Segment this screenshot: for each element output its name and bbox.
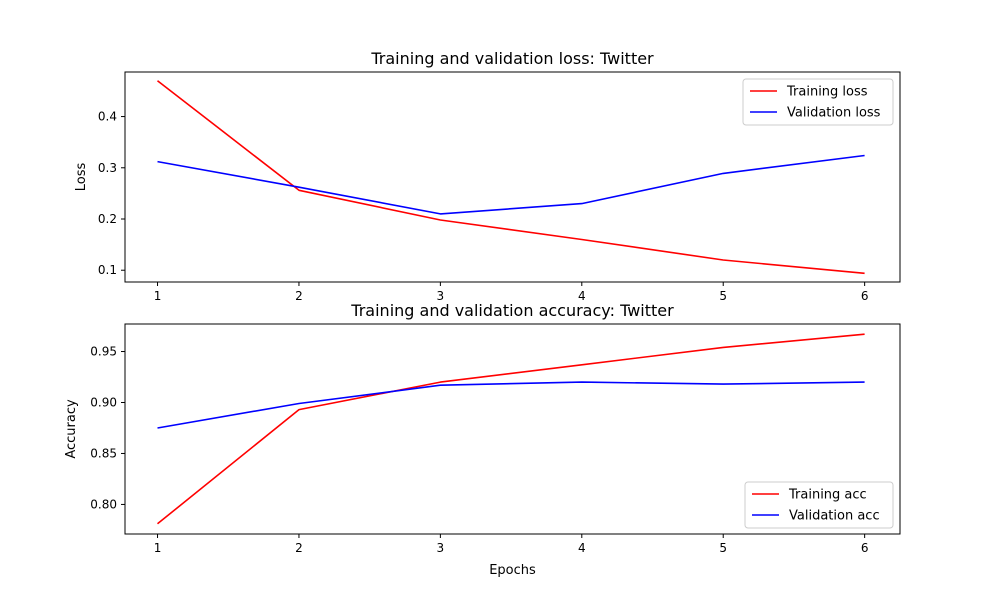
y-tick-label: 0.95 xyxy=(90,345,117,359)
x-tick-label: 6 xyxy=(861,541,869,555)
x-tick-label: 4 xyxy=(578,289,586,303)
loss-series-training-loss xyxy=(157,80,865,275)
accuracy-plot-lines xyxy=(156,333,865,525)
x-tick-label: 1 xyxy=(154,289,162,303)
y-tick-label: 0.4 xyxy=(98,110,117,124)
legend-box xyxy=(742,78,894,126)
accuracy-subplot: Training and validation accuracy: Twitte… xyxy=(64,301,901,578)
loss-subplot: Training and validation loss: Twitter Lo… xyxy=(74,49,901,303)
legend-label: Validation acc xyxy=(789,509,880,524)
loss-plot-lines xyxy=(157,80,865,275)
x-tick-label: 2 xyxy=(295,289,303,303)
accuracy-ticks: 1 2 3 4 5 6 0.80 0.85 0.90 0.95 xyxy=(90,345,868,555)
loss-y-axis-label: Loss xyxy=(74,163,89,192)
y-tick-label: 0.2 xyxy=(98,212,117,226)
x-tick-label: 4 xyxy=(578,541,586,555)
x-tick-label: 5 xyxy=(719,541,727,555)
loss-plot-frame xyxy=(124,71,901,283)
legend-label: Validation loss xyxy=(787,106,881,121)
y-tick-label: 0.85 xyxy=(90,446,117,460)
y-tick-label: 0.1 xyxy=(98,263,117,277)
x-tick-label: 5 xyxy=(719,289,727,303)
legend-label: Training loss xyxy=(786,85,868,100)
y-tick-label: 0.3 xyxy=(98,161,117,175)
accuracy-series-validation-acc xyxy=(157,381,865,429)
accuracy-chart-title: Training and validation accuracy: Twitte… xyxy=(350,301,674,320)
accuracy-series-training-acc xyxy=(156,333,865,525)
y-tick-label: 0.90 xyxy=(90,395,117,409)
accuracy-plot-frame xyxy=(124,323,901,535)
accuracy-y-axis-label: Accuracy xyxy=(64,399,79,459)
legend-box xyxy=(744,481,894,529)
x-tick-label: 2 xyxy=(295,541,303,555)
x-tick-label: 6 xyxy=(861,289,869,303)
loss-series-validation-loss xyxy=(157,154,865,215)
x-tick-label: 1 xyxy=(154,541,162,555)
accuracy-legend: Training acc Validation acc xyxy=(744,481,894,529)
x-tick-label: 3 xyxy=(437,289,445,303)
x-tick-label: 3 xyxy=(437,541,445,555)
legend-label: Training acc xyxy=(788,488,867,503)
loss-ticks: 1 2 3 4 5 6 0.1 0.2 0.3 0.4 xyxy=(98,110,869,303)
loss-legend: Training loss Validation loss xyxy=(742,78,894,126)
y-tick-label: 0.80 xyxy=(90,497,117,511)
accuracy-x-axis-label: Epochs xyxy=(489,563,536,578)
loss-chart-title: Training and validation loss: Twitter xyxy=(370,49,654,68)
